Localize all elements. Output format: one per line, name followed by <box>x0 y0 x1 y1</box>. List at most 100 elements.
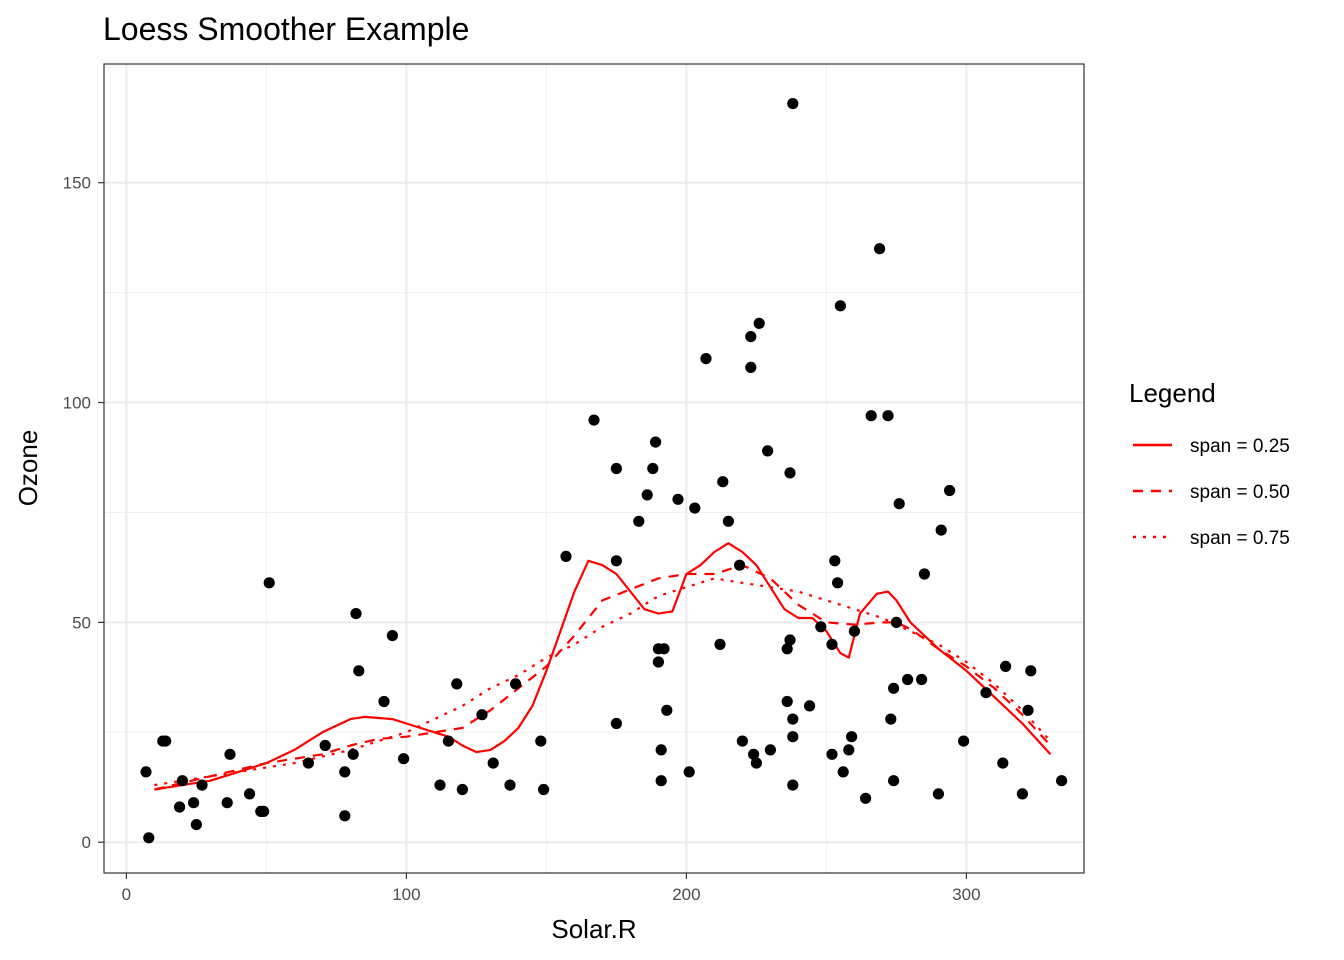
legend: Legend span = 0.25 span = 0.50 span = 0.75 <box>1129 378 1290 549</box>
data-point <box>339 810 351 822</box>
data-point <box>451 678 463 690</box>
x-tick-label: 100 <box>392 885 420 904</box>
data-point <box>846 731 858 743</box>
x-axis: 0 100 200 300 <box>122 873 981 904</box>
data-point <box>787 779 799 791</box>
data-point <box>319 739 331 752</box>
data-point <box>610 462 623 475</box>
data-point <box>188 797 200 809</box>
data-point <box>641 489 653 501</box>
data-point <box>882 410 894 422</box>
data-point <box>258 805 270 818</box>
data-point <box>339 766 351 778</box>
data-point <box>787 713 799 725</box>
data-point <box>918 568 931 580</box>
data-point <box>174 801 186 813</box>
data-point <box>487 757 499 769</box>
y-tick-label: 100 <box>63 394 91 413</box>
data-point <box>535 735 547 747</box>
data-point <box>885 713 897 725</box>
y-tick-label: 50 <box>72 613 91 632</box>
panel-border <box>103 63 1085 874</box>
data-point <box>829 555 841 567</box>
data-point <box>815 621 827 633</box>
data-point <box>932 788 945 800</box>
data-point <box>143 832 155 844</box>
data-point <box>610 555 623 567</box>
data-point <box>661 704 673 716</box>
data-point <box>826 638 838 651</box>
data-point <box>263 577 275 589</box>
data-point <box>764 744 777 756</box>
data-point <box>750 757 763 769</box>
data-point <box>588 414 600 426</box>
data-point <box>647 462 659 475</box>
data-point <box>224 748 236 760</box>
data-point <box>748 748 760 760</box>
data-point <box>655 775 667 787</box>
data-point <box>350 608 362 620</box>
legend-entries: span = 0.25 span = 0.50 span = 0.75 <box>1133 436 1290 549</box>
data-point <box>683 766 695 778</box>
data-point <box>347 748 359 760</box>
data-point <box>736 735 749 747</box>
data-point <box>804 700 816 712</box>
data-point <box>442 735 454 747</box>
data-point <box>1000 660 1012 673</box>
data-point <box>832 577 844 589</box>
data-points <box>140 98 1068 844</box>
legend-label-1: span = 0.25 <box>1190 436 1290 457</box>
data-point <box>476 709 488 721</box>
data-point <box>893 498 905 510</box>
data-point <box>658 643 670 655</box>
data-point <box>745 331 757 343</box>
y-tick-label: 150 <box>63 174 91 193</box>
data-point <box>902 673 914 686</box>
data-point <box>834 300 847 312</box>
x-axis-title: Solar.R <box>551 914 636 944</box>
data-point <box>784 634 796 646</box>
y-tick-label: 0 <box>82 833 91 852</box>
data-point <box>689 502 701 514</box>
data-point <box>787 731 799 743</box>
y-axis-title: Ozone <box>13 430 43 507</box>
data-point <box>916 673 928 686</box>
grid-minor <box>104 64 1084 873</box>
data-point <box>655 744 667 756</box>
data-point <box>650 436 662 448</box>
data-point <box>652 656 665 668</box>
data-point <box>244 788 256 800</box>
data-point <box>722 515 735 527</box>
series-line-3 <box>154 577 1052 787</box>
data-point <box>888 775 900 787</box>
data-point <box>434 779 446 791</box>
series-line-1 <box>154 542 1052 791</box>
data-point <box>762 445 774 457</box>
data-point <box>378 695 390 708</box>
data-point <box>190 819 202 831</box>
y-axis: 0 50 100 150 <box>63 174 104 852</box>
data-point <box>997 757 1009 769</box>
data-point <box>888 682 900 694</box>
data-point <box>860 792 872 804</box>
data-point <box>980 687 992 699</box>
data-point <box>196 779 208 791</box>
legend-title: Legend <box>1129 378 1216 408</box>
data-point <box>509 678 522 690</box>
data-point <box>944 484 956 497</box>
data-point <box>1016 788 1028 800</box>
data-point <box>140 766 152 778</box>
data-point <box>353 665 365 677</box>
data-point <box>848 625 861 637</box>
data-point <box>456 783 468 796</box>
data-point <box>302 757 314 769</box>
data-point <box>221 797 233 809</box>
data-point <box>784 467 796 479</box>
smoother-lines <box>154 542 1052 791</box>
data-point <box>1025 665 1037 677</box>
chart-title: Loess Smoother Example <box>103 11 469 47</box>
data-point <box>717 476 729 488</box>
series-line-2 <box>154 564 1052 791</box>
data-point <box>843 744 855 756</box>
